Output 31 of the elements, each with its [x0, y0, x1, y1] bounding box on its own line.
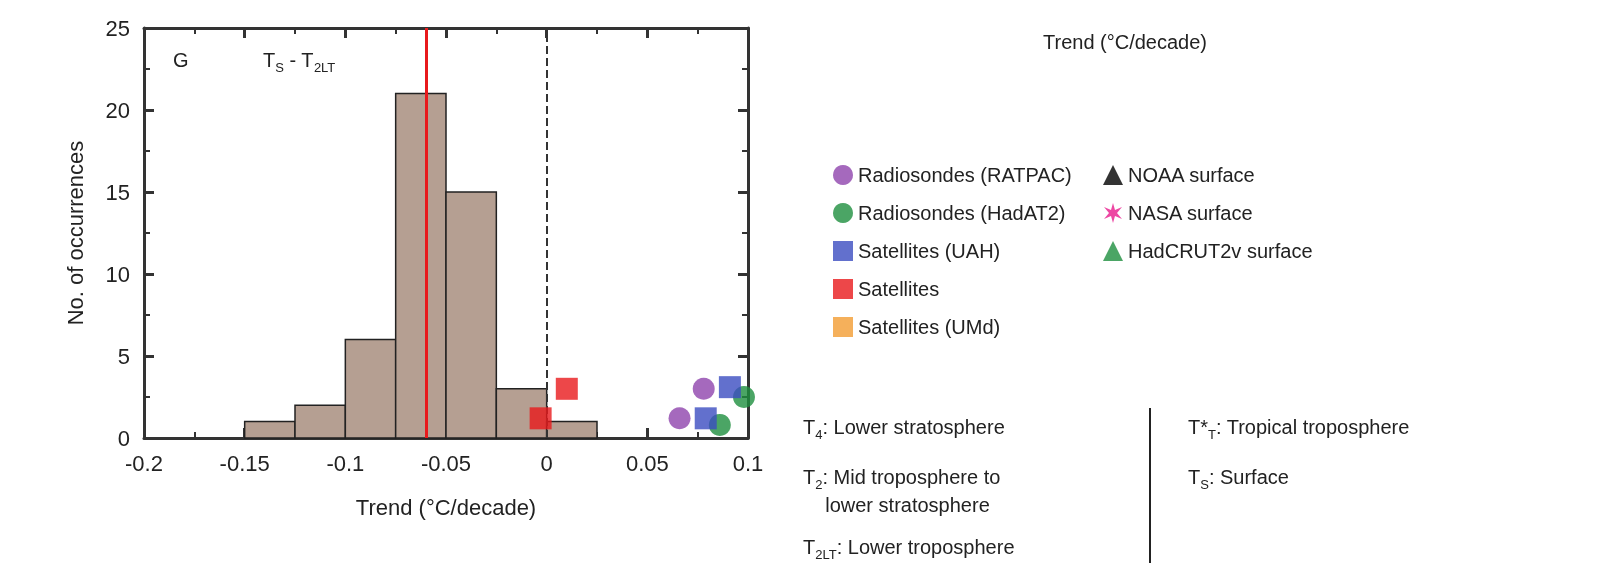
point — [555, 377, 578, 400]
text: Trend (°C/decade) — [1043, 31, 1207, 53]
point — [694, 407, 717, 430]
y-tick-label: 20 — [105, 97, 130, 123]
legend-label: HadCRUT2v surface — [1128, 240, 1313, 262]
y-tick-label: 15 — [105, 179, 130, 205]
point — [718, 376, 741, 399]
y-tick-label: 10 — [105, 261, 130, 287]
legend-label: Radiosondes (HadAT2) — [858, 202, 1066, 224]
x-tick-label: 0 — [540, 450, 553, 476]
legend-label: Radiosondes (RATPAC) — [858, 164, 1072, 186]
legend-label: Satellites (UMd) — [858, 316, 1001, 338]
x-tick-label: -0.05 — [420, 450, 472, 476]
point — [692, 377, 715, 400]
y-tick-label: 0 — [117, 425, 130, 451]
legend-label: NASA surface — [1128, 202, 1253, 224]
legend-label: NOAA surface — [1128, 164, 1255, 186]
legend-label: Satellites (UAH) — [858, 240, 1001, 262]
y-tick-label: 5 — [117, 343, 130, 369]
legend-label: Satellites — [858, 278, 940, 300]
point — [668, 407, 691, 430]
x-tick-label: 0.05 — [625, 450, 669, 476]
y-tick-label: 25 — [105, 15, 130, 41]
x-axis-title: Trend (°C/decade) — [355, 494, 537, 520]
x-tick-label: -0.1 — [326, 450, 365, 476]
x-tick-label: -0.2 — [125, 450, 163, 476]
y-axis-title: No. of occurrences — [62, 140, 88, 326]
x-tick-label: -0.15 — [219, 450, 270, 476]
point — [529, 407, 552, 430]
annotation: G — [173, 49, 189, 71]
x-tick-label: 0.1 — [732, 450, 764, 476]
